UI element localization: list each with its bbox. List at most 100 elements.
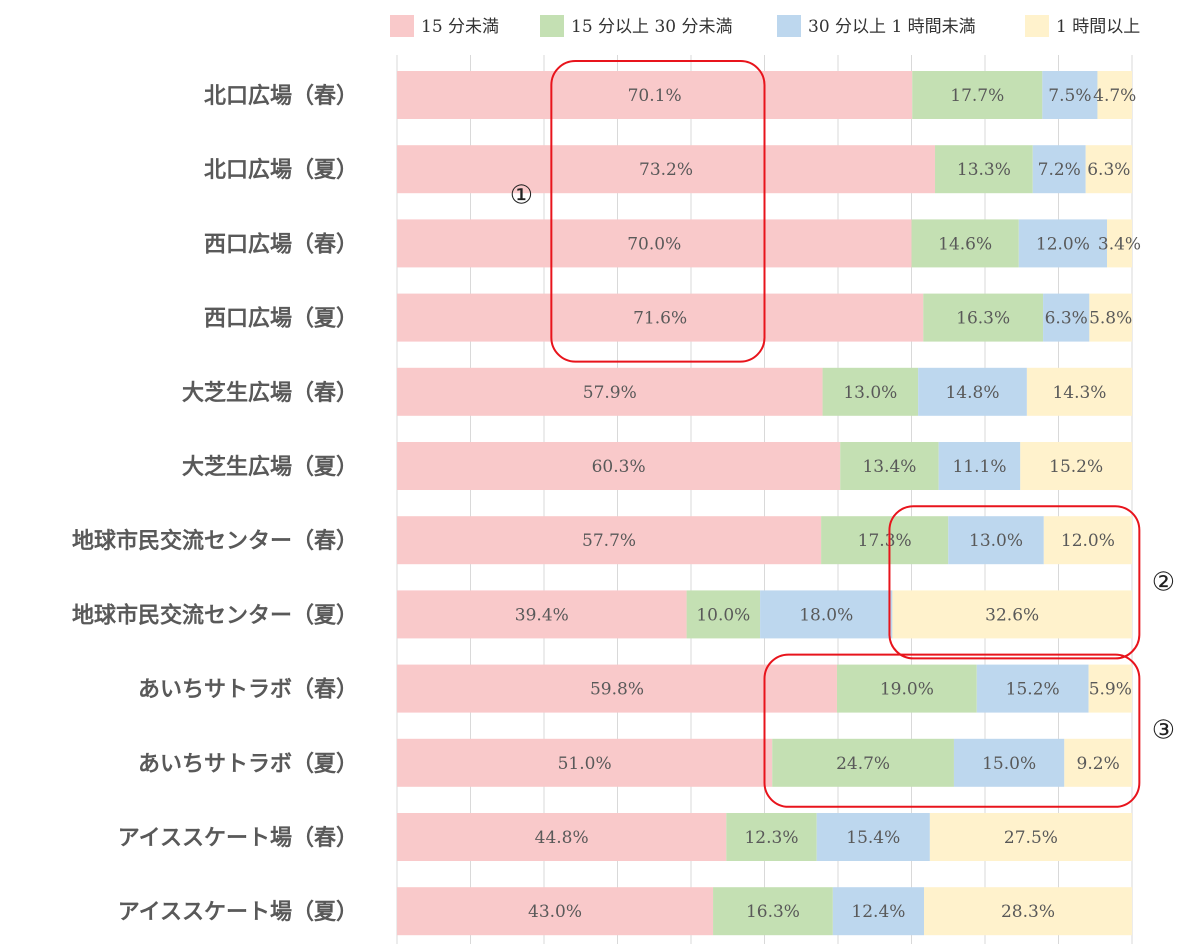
bar-segment (923, 887, 1132, 936)
bar-segment (772, 738, 954, 787)
bar-segment (832, 887, 924, 936)
legend-swatch (390, 15, 414, 37)
data-label: 14.6% (938, 234, 992, 254)
data-label: 13.3% (957, 160, 1011, 180)
legend-label: 15 分以上 30 分未満 (571, 17, 732, 37)
data-label: 14.8% (945, 383, 999, 403)
bar-segment (397, 367, 823, 416)
bar-segment (726, 813, 817, 861)
data-label: 13.0% (843, 383, 897, 403)
bar-segment (1097, 71, 1132, 119)
data-label: 11.1% (952, 457, 1006, 477)
annotations: ① ② ③ (510, 60, 1175, 808)
bar-segment (1107, 219, 1132, 268)
bar-segment (1020, 442, 1132, 490)
data-label: 13.0% (969, 531, 1023, 551)
legend-swatch (1025, 15, 1049, 37)
data-label: 70.1% (628, 86, 682, 106)
bar-segment (713, 887, 833, 936)
bar-segment (892, 590, 1132, 639)
bar-segment (397, 813, 727, 861)
data-label: 27.5% (1004, 828, 1058, 848)
bar-segment (929, 813, 1132, 861)
category-labels: 北口広場（春） 北口広場（夏） 西口広場（春） 西口広場（夏） 大芝生広場（春） 大芝生広… (72, 83, 358, 925)
data-label: 19.0% (880, 680, 934, 700)
callout-number: ③ (1152, 716, 1175, 746)
data-label: 15.2% (1006, 680, 1060, 700)
data-label: 9.2% (1077, 754, 1120, 774)
bar-segment (923, 293, 1044, 342)
bar-segment (1089, 293, 1132, 342)
callout-frame (763, 653, 1141, 808)
bar-segment (397, 738, 773, 787)
category-label: あいちサトラボ（春） (138, 678, 358, 703)
bar-segment (822, 367, 919, 416)
bar-segment (953, 738, 1065, 787)
callout-frame (550, 60, 766, 363)
legend: 15 分未満 15 分以上 30 分未満 30 分以上 1 時間未満 1 時間以上 (390, 15, 1140, 37)
bar-segment (397, 145, 936, 194)
category-label: 北口広場（夏） (204, 157, 358, 183)
callout-number: ① (510, 180, 533, 210)
bar-segment (1088, 664, 1132, 713)
bar-segment (836, 664, 977, 713)
data-label: 17.3% (858, 531, 912, 551)
data-label: 44.8% (535, 828, 589, 848)
data-label: 24.7% (836, 754, 890, 774)
bar-segment (1043, 293, 1090, 342)
bar-segment (397, 516, 822, 565)
data-label: 12.3% (744, 828, 798, 848)
bar-segment (1043, 516, 1132, 565)
data-label: 12.0% (1036, 234, 1090, 254)
bar-segment (1064, 738, 1132, 787)
data-label: 12.4% (851, 902, 905, 922)
data-label: 57.9% (583, 383, 637, 403)
category-label: 大芝生広場（夏） (182, 454, 358, 480)
bar-segment (397, 293, 924, 342)
data-label: 59.8% (590, 680, 644, 700)
data-label: 43.0% (528, 902, 582, 922)
legend-swatch (777, 15, 801, 37)
bar-segment (1042, 71, 1098, 119)
category-label: あいちサトラボ（夏） (138, 752, 358, 777)
category-label: アイススケート場（春） (118, 826, 358, 851)
bar-segment (938, 442, 1021, 490)
bar-segment (918, 367, 1027, 416)
bar-segment (397, 219, 912, 268)
bar-segment (1032, 145, 1086, 194)
data-label: 15.4% (846, 828, 900, 848)
legend-label: 1 時間以上 (1056, 17, 1140, 37)
data-label: 13.4% (862, 457, 916, 477)
data-label: 28.3% (1001, 902, 1055, 922)
data-label: 3.4% (1098, 234, 1141, 254)
category-label: 地球市民交流センター（春） (72, 528, 358, 554)
bar-segment (397, 590, 687, 639)
data-label: 15.0% (982, 754, 1036, 774)
data-label: 17.7% (950, 86, 1004, 106)
bar-segment (1026, 367, 1132, 416)
bar-segment (1018, 219, 1108, 268)
data-label: 18.0% (799, 605, 853, 625)
data-label: 10.0% (696, 605, 750, 625)
bar-segment (911, 219, 1019, 268)
data-label: 51.0% (558, 754, 612, 774)
data-label: 4.7% (1093, 86, 1136, 106)
bars (397, 71, 1132, 936)
bar-segment (976, 664, 1089, 713)
callout-frame (888, 505, 1141, 660)
data-label: 32.6% (985, 605, 1039, 625)
data-label: 6.3% (1045, 309, 1088, 329)
data-label: 16.3% (956, 309, 1010, 329)
data-label: 5.8% (1089, 309, 1132, 329)
data-label: 7.2% (1038, 160, 1081, 180)
category-label: 北口広場（春） (204, 83, 358, 109)
data-label: 15.2% (1049, 457, 1103, 477)
bar-segment (821, 516, 949, 565)
bar-segment (840, 442, 939, 490)
legend-swatch (540, 15, 564, 37)
bar-segment (397, 887, 714, 936)
data-label: 57.7% (582, 531, 636, 551)
bar-segment (948, 516, 1044, 565)
data-label: 14.3% (1052, 383, 1106, 403)
bar-segment (816, 813, 930, 861)
